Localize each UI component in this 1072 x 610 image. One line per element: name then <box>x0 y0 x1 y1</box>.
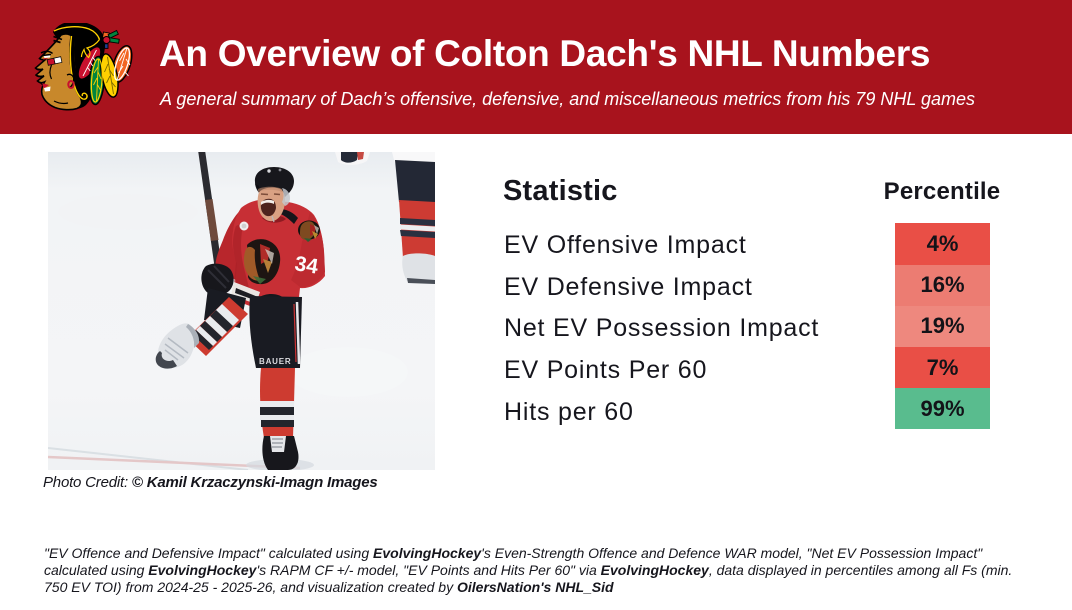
svg-text:BAUER: BAUER <box>259 357 291 366</box>
svg-text:34: 34 <box>293 252 320 278</box>
